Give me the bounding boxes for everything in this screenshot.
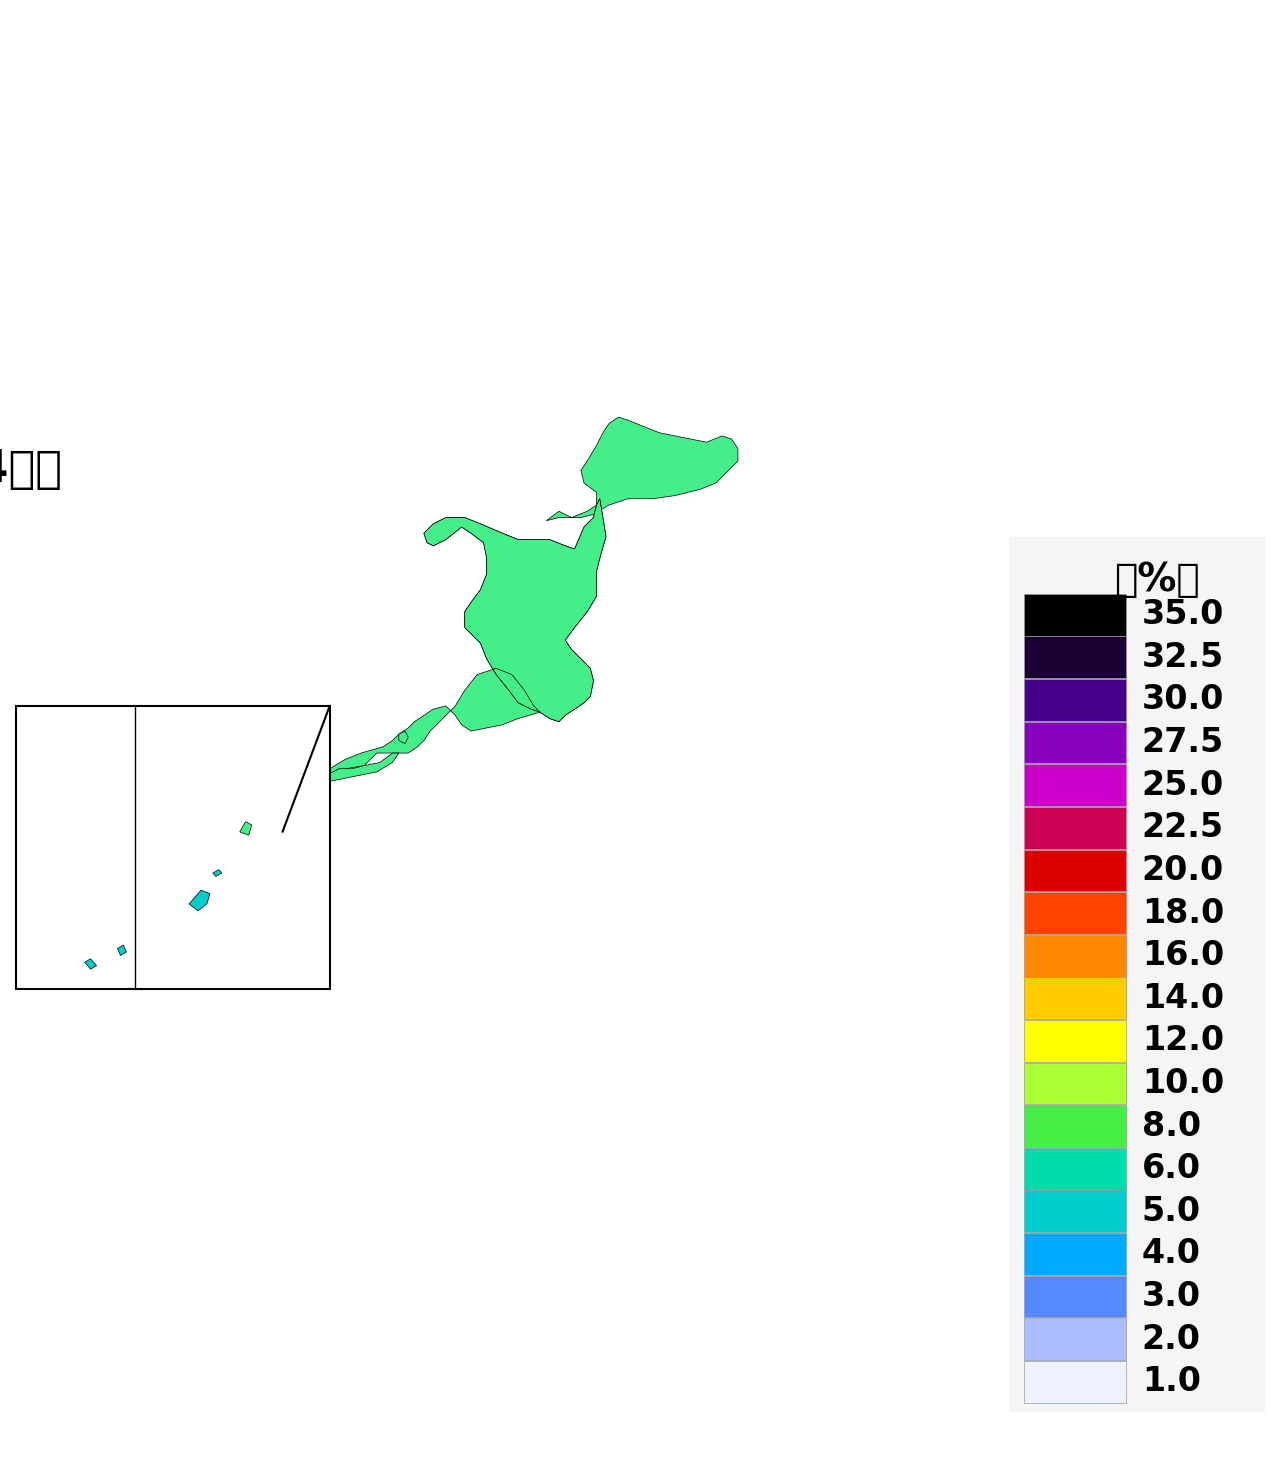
Text: 1.0: 1.0 (1142, 1366, 1201, 1398)
Bar (15, 706, 330, 989)
Text: 8.0: 8.0 (1142, 1110, 1201, 1142)
Text: 16.0: 16.0 (1142, 940, 1224, 972)
Text: 18.0: 18.0 (1142, 896, 1224, 929)
Polygon shape (189, 890, 210, 910)
Text: 30.0: 30.0 (1142, 683, 1224, 716)
Polygon shape (317, 753, 399, 785)
Bar (1024, 935, 1126, 976)
Bar (1024, 722, 1126, 763)
Bar (1024, 849, 1126, 891)
Bar (1024, 678, 1126, 721)
Polygon shape (273, 499, 605, 840)
Polygon shape (239, 821, 252, 836)
Bar (1024, 1062, 1126, 1104)
Bar (1024, 1148, 1126, 1189)
Bar (1024, 807, 1126, 849)
Bar (1024, 1233, 1126, 1275)
Bar (1024, 1106, 1126, 1147)
Polygon shape (212, 870, 221, 877)
Text: 3.0: 3.0 (1142, 1280, 1201, 1313)
Bar (1024, 891, 1126, 934)
Text: 14.0: 14.0 (1142, 982, 1224, 1015)
Text: 20.0: 20.0 (1142, 854, 1224, 887)
Bar (1024, 1020, 1126, 1062)
Bar (1024, 1275, 1126, 1317)
Text: 4.0: 4.0 (1142, 1237, 1201, 1271)
Text: 27.5: 27.5 (1142, 727, 1224, 759)
Polygon shape (424, 499, 605, 722)
Text: 22.5: 22.5 (1142, 811, 1224, 845)
Text: 第47回衆院選比例代表（2014年）: 第47回衆院選比例代表（2014年） (0, 448, 63, 492)
Bar (1024, 978, 1126, 1020)
Bar (1024, 1319, 1126, 1360)
Bar (1024, 1191, 1126, 1233)
Text: （%）: （%） (1115, 562, 1199, 600)
Polygon shape (84, 959, 96, 969)
Polygon shape (236, 763, 311, 862)
Text: 12.0: 12.0 (1142, 1024, 1224, 1058)
Text: 32.5: 32.5 (1142, 641, 1224, 674)
Polygon shape (261, 826, 289, 859)
Text: 6.0: 6.0 (1142, 1153, 1201, 1185)
Text: 35.0: 35.0 (1142, 598, 1224, 632)
Polygon shape (399, 731, 408, 744)
Bar (1024, 636, 1126, 678)
Text: 2.0: 2.0 (1142, 1323, 1201, 1355)
FancyBboxPatch shape (1004, 519, 1270, 1430)
Text: 5.0: 5.0 (1142, 1195, 1201, 1228)
Polygon shape (547, 417, 737, 521)
Text: 25.0: 25.0 (1142, 769, 1224, 801)
Text: 10.0: 10.0 (1142, 1067, 1224, 1100)
Bar (1024, 1361, 1126, 1402)
Bar (1024, 765, 1126, 805)
Polygon shape (118, 945, 127, 956)
Bar (1024, 594, 1126, 636)
